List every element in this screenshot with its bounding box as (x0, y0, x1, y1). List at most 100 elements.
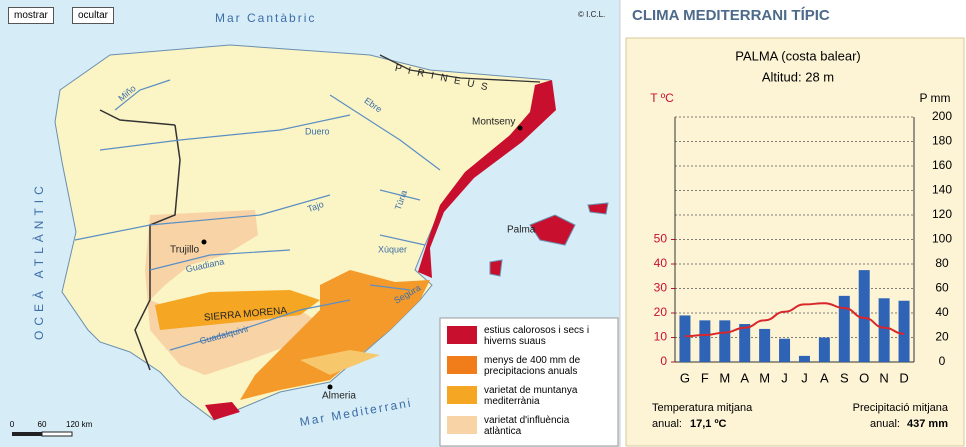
legend-line: precipitacions anuals (484, 366, 577, 377)
month-label: F (701, 370, 709, 385)
show-button[interactable]: mostrar (8, 7, 54, 24)
legend-swatch (447, 386, 477, 404)
precipitation-bar (838, 295, 850, 362)
place-label: Trujillo (170, 245, 200, 256)
rivers (74, 79, 441, 351)
t-note: Temperatura mitjana (652, 402, 753, 414)
p-axis-label: P mm (919, 91, 950, 105)
precipitation-bar (719, 320, 731, 362)
p-tick-label: 200 (932, 109, 952, 123)
month-label: J (801, 370, 808, 385)
place-label: Palma (507, 225, 536, 236)
station: PALMA (costa balear) (735, 48, 860, 63)
scale-label: 0 (10, 420, 15, 429)
place-dot (327, 384, 333, 390)
plot: 0 20 40 60 80 100 120 140 160 180 200 0 10 20 30 40 50 G F… (654, 109, 953, 385)
t-note: anual: (652, 418, 682, 430)
t-note-value: 17,1 ºC (690, 418, 726, 430)
p-tick-label: 120 (932, 207, 952, 221)
scale-segment (12, 432, 42, 436)
p-tick-label: 180 (932, 134, 952, 148)
p-tick-label: 40 (935, 305, 949, 319)
legend-swatch (447, 326, 477, 344)
month-label: N (879, 370, 888, 385)
t-tick-label: 20 (654, 305, 668, 319)
place-dot (517, 125, 523, 131)
menorca (587, 202, 609, 215)
p-note: anual: (870, 418, 900, 430)
p-tick-label: 60 (935, 281, 949, 295)
sea-label: Mar Cantàbric (215, 11, 316, 25)
month-label: G (680, 370, 690, 385)
t-tick-label: 10 (654, 330, 668, 344)
ocean-label: OCEÀ ATLÀNTIC (31, 181, 46, 340)
precipitation-bar (818, 337, 830, 362)
p-tick-label: 100 (932, 232, 952, 246)
legend-label: menys de 400 mm de precipitacions anuals (484, 355, 581, 377)
legend-line: varietat d'influència (484, 415, 570, 426)
month-label: A (740, 370, 749, 385)
place-dot (201, 239, 207, 245)
place-label: Montseny (472, 117, 515, 128)
legend-line: mediterrània (484, 396, 540, 407)
t-tick-label: 40 (654, 256, 668, 270)
p-note-value: 437 mm (907, 418, 948, 430)
ibiza (489, 259, 503, 277)
month-label: A (820, 370, 829, 385)
river-label: Xúquer (378, 244, 407, 254)
legend-line: estius calorosos i secs i (484, 325, 589, 336)
scale-bar: 0 60 120 km (10, 420, 93, 437)
precipitation-bar (878, 298, 890, 362)
precipitation-bar (798, 355, 810, 362)
copyright: © I.C.L. (578, 10, 605, 19)
t-axis-label: T ºC (650, 91, 674, 105)
legend-line: varietat de muntanya (484, 385, 578, 396)
p-tick-label: 80 (935, 256, 949, 270)
month-label: D (899, 370, 908, 385)
t-tick-label: 0 (660, 354, 667, 368)
scale-label: 120 km (66, 420, 93, 429)
heading: CLIMA MEDITERRANI TÍPIC (632, 7, 830, 24)
month-label: M (759, 370, 770, 385)
hide-button[interactable]: ocultar (72, 7, 115, 24)
precipitation-bar (699, 320, 711, 362)
precipitation-bar (759, 328, 771, 362)
temperature-line (684, 302, 905, 338)
chart-panel (625, 37, 965, 447)
precipitation-bar (898, 300, 910, 362)
t-tick-label: 50 (654, 232, 668, 246)
scale-segment (41, 431, 73, 437)
legend-label: estius calorosos i secs i hiverns suaus (484, 325, 589, 347)
legend-label: varietat de muntanya mediterrània (484, 385, 578, 407)
legend-line: atlàntica (484, 426, 522, 437)
legend-swatch (447, 356, 477, 374)
p-tick-label: 160 (932, 158, 952, 172)
precipitation-bar (779, 338, 791, 362)
scale-label: 60 (38, 420, 47, 429)
warm-coast (205, 402, 240, 420)
atlantic-variety (145, 210, 330, 375)
p-tick-label: 0 (939, 354, 946, 368)
precipitation-bar (679, 315, 691, 362)
legend-label: varietat d'influència atlàntica (484, 415, 570, 437)
altitude: Altitud: 28 m (762, 69, 834, 84)
month-label: S (840, 370, 849, 385)
month-label: O (859, 370, 869, 385)
place-label: Almeria (322, 391, 356, 402)
mountain-variety (155, 290, 320, 330)
p-note: Precipitació mitjana (853, 402, 949, 414)
mountain-variety (300, 350, 380, 375)
month-label: J (781, 370, 788, 385)
legend-line: menys de 400 mm de (484, 355, 581, 366)
p-tick-label: 140 (932, 183, 952, 197)
legend-swatch (447, 416, 477, 434)
dry-zone (240, 270, 430, 400)
legend-line: hiverns suaus (484, 336, 546, 347)
legend: estius calorosos i secs i hiverns suaus me… (439, 317, 619, 447)
p-tick-label: 20 (935, 330, 949, 344)
mallorca (529, 214, 576, 246)
river-label: Duero (305, 126, 330, 136)
precipitation-bar (858, 270, 870, 362)
